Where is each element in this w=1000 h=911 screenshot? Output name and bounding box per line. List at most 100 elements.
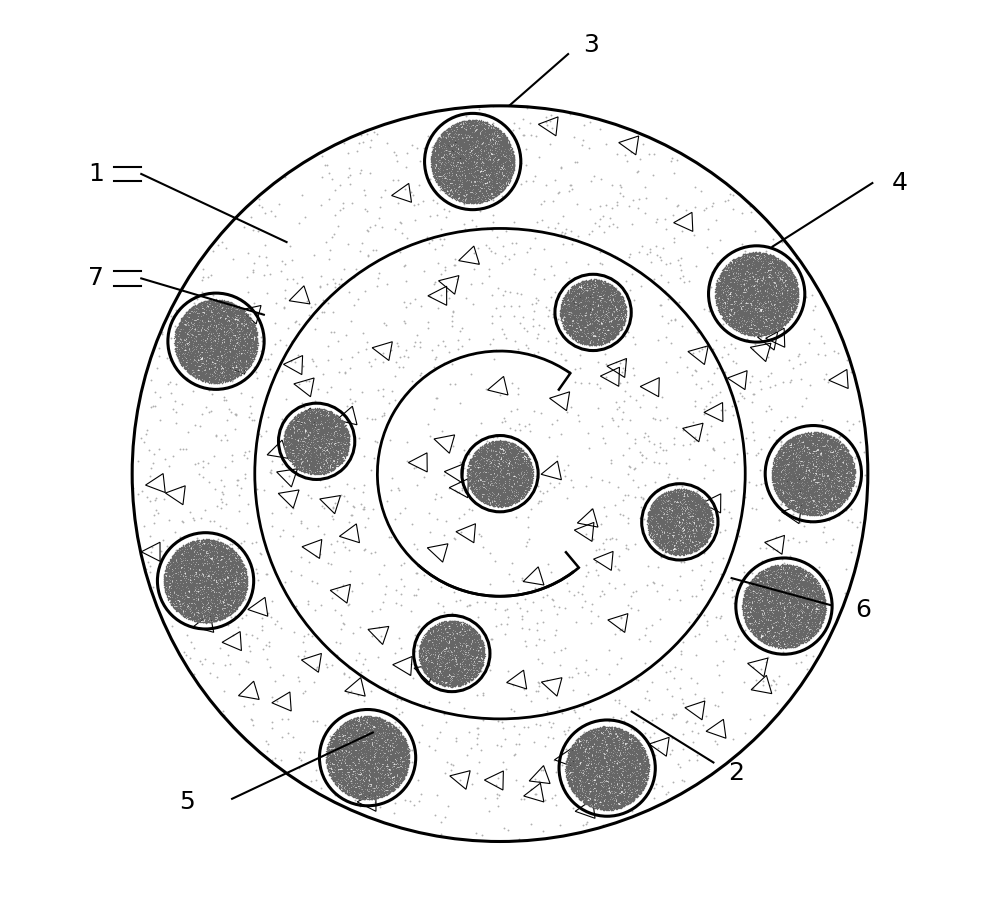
Point [743,286,759,301]
Point [225,555,241,569]
Point [645,509,661,524]
Point [497,439,513,454]
Point [334,442,350,456]
Point [773,483,789,497]
Point [333,771,349,785]
Point [857,467,873,482]
Point [213,338,229,353]
Point [432,182,448,197]
Point [497,176,513,190]
Point [777,558,793,572]
Point [559,316,575,331]
Point [211,323,227,338]
Point [473,444,489,458]
Point [630,752,646,766]
Point [739,267,755,281]
Point [349,769,365,783]
Point [744,246,760,261]
Point [210,295,226,310]
Point [174,321,190,335]
Point [446,672,462,687]
Point [480,468,496,483]
Point [613,311,629,325]
Point [776,594,792,609]
Point [585,793,601,807]
Point [224,296,240,311]
Point [163,570,179,585]
Point [753,256,769,271]
Point [583,337,599,352]
Point [727,261,743,276]
Point [254,200,270,215]
Point [346,744,362,759]
Point [563,781,579,795]
Point [770,480,786,495]
Point [223,567,239,581]
Point [477,185,493,200]
Point [395,768,411,783]
Point [776,451,792,466]
Point [518,457,534,472]
Point [464,477,480,492]
Point [211,359,227,374]
Point [568,739,584,753]
Point [491,486,507,501]
Point [806,433,822,447]
Point [325,427,341,442]
Point [587,307,603,322]
Point [338,738,354,752]
Point [596,722,612,736]
Point [729,262,745,277]
Point [485,456,501,470]
Point [458,645,474,660]
Point [442,617,458,631]
Point [334,776,350,791]
Point [785,460,801,475]
Point [738,255,754,270]
Point [285,415,301,429]
Point [216,306,232,321]
Point [196,609,212,624]
Point [369,735,385,750]
Point [296,417,312,432]
Point [182,537,198,551]
Point [821,486,837,501]
Point [436,131,452,146]
Point [303,441,319,456]
Point [592,783,608,798]
Point [459,147,475,161]
Point [481,131,497,146]
Point [564,751,580,765]
Point [807,445,823,460]
Point [169,339,185,353]
Point [588,752,604,767]
Point [217,341,233,355]
Point [286,456,302,470]
Point [624,769,640,783]
Point [204,534,220,548]
Point [449,670,465,685]
Point [524,466,540,481]
Point [591,791,607,805]
Point [623,771,639,785]
Point [492,166,508,180]
Point [755,315,771,330]
Point [439,639,455,653]
Point [769,446,785,461]
Point [734,264,750,279]
Point [824,458,840,473]
Point [757,288,773,302]
Point [786,604,802,619]
Point [780,617,796,631]
Point [466,669,482,683]
Point [600,800,616,814]
Point [473,455,489,469]
Point [589,290,605,304]
Point [686,530,702,545]
Point [308,415,324,430]
Point [231,578,247,592]
Point [216,393,232,407]
Point [689,542,705,557]
Point [815,490,831,505]
Point [462,192,478,207]
